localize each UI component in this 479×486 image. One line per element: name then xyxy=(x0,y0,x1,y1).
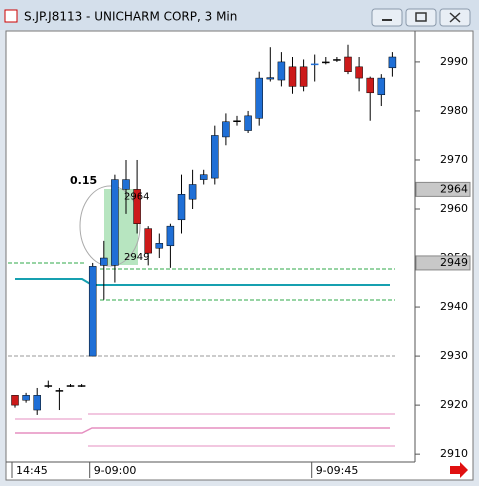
candle-body xyxy=(88,266,97,357)
vwap-line xyxy=(15,278,390,286)
candle-body xyxy=(355,66,363,79)
y-tick-label: 2910 xyxy=(440,447,468,460)
candle-body xyxy=(233,120,241,122)
candle-body xyxy=(77,385,86,387)
y-tick-label: 2990 xyxy=(440,55,468,68)
candle-body xyxy=(66,385,75,387)
y-tick-label: 2970 xyxy=(440,153,468,166)
y-tick-label: 2940 xyxy=(440,300,468,313)
candle-body xyxy=(155,243,164,249)
candle-body xyxy=(322,61,330,64)
scroll-arrow[interactable] xyxy=(450,462,468,478)
candle-body xyxy=(310,63,319,66)
candle-body xyxy=(388,56,397,69)
candle-body xyxy=(244,115,252,131)
candle-body xyxy=(33,395,41,411)
x-tick-label: 9-09:00 xyxy=(94,464,137,477)
candle-body xyxy=(44,385,53,387)
y-tick-label: 2920 xyxy=(440,398,468,411)
x-tick-label: 9-09:45 xyxy=(316,464,359,477)
measure-annotation: 0.15 xyxy=(70,174,97,187)
candle-body xyxy=(166,225,175,247)
price-marker-box xyxy=(415,181,471,197)
candle-body xyxy=(199,174,208,180)
candle-body xyxy=(255,77,263,119)
candle-body xyxy=(344,56,352,72)
candle-body xyxy=(299,66,308,87)
maximize-icon xyxy=(415,12,427,22)
x-tick-label: 14:45 xyxy=(16,464,48,477)
y-tick-label: 2960 xyxy=(440,202,468,215)
candle-body xyxy=(11,395,19,406)
candle-body xyxy=(177,194,186,221)
minimize-button[interactable] xyxy=(371,8,403,27)
measure-price-label: 2964 xyxy=(124,191,149,202)
candle-body xyxy=(377,77,386,96)
close-icon xyxy=(449,12,461,23)
pink-line xyxy=(15,427,390,434)
maximize-button[interactable] xyxy=(405,8,437,27)
price-marker-box xyxy=(415,255,471,271)
candle-body xyxy=(144,228,152,254)
candle-body xyxy=(333,59,341,61)
measure-price-label: 2949 xyxy=(124,252,149,263)
candle-body xyxy=(133,189,141,224)
candle-body xyxy=(266,77,275,80)
candle-body xyxy=(277,61,286,81)
candle-body xyxy=(122,179,130,190)
price-marker-label: 2949 xyxy=(440,256,468,269)
candle-body xyxy=(111,179,119,266)
price-marker-label: 2964 xyxy=(440,182,468,195)
app-icon xyxy=(4,9,18,23)
y-tick-label: 2980 xyxy=(440,104,468,117)
y-tick-label: 2930 xyxy=(440,349,468,362)
candle-body xyxy=(22,395,30,401)
candle-body xyxy=(100,257,108,266)
candle-body xyxy=(211,135,219,179)
candle-body xyxy=(222,121,230,138)
window-title: S.JP.J8113 - UNICHARM CORP, 3 Min xyxy=(24,10,237,24)
indicator-lines xyxy=(8,262,395,447)
candle-body xyxy=(366,77,374,94)
candle-body xyxy=(55,390,64,392)
candle-body xyxy=(188,184,197,200)
measure-circle xyxy=(79,185,141,267)
chart-area xyxy=(5,30,474,481)
candle-body xyxy=(288,66,297,87)
